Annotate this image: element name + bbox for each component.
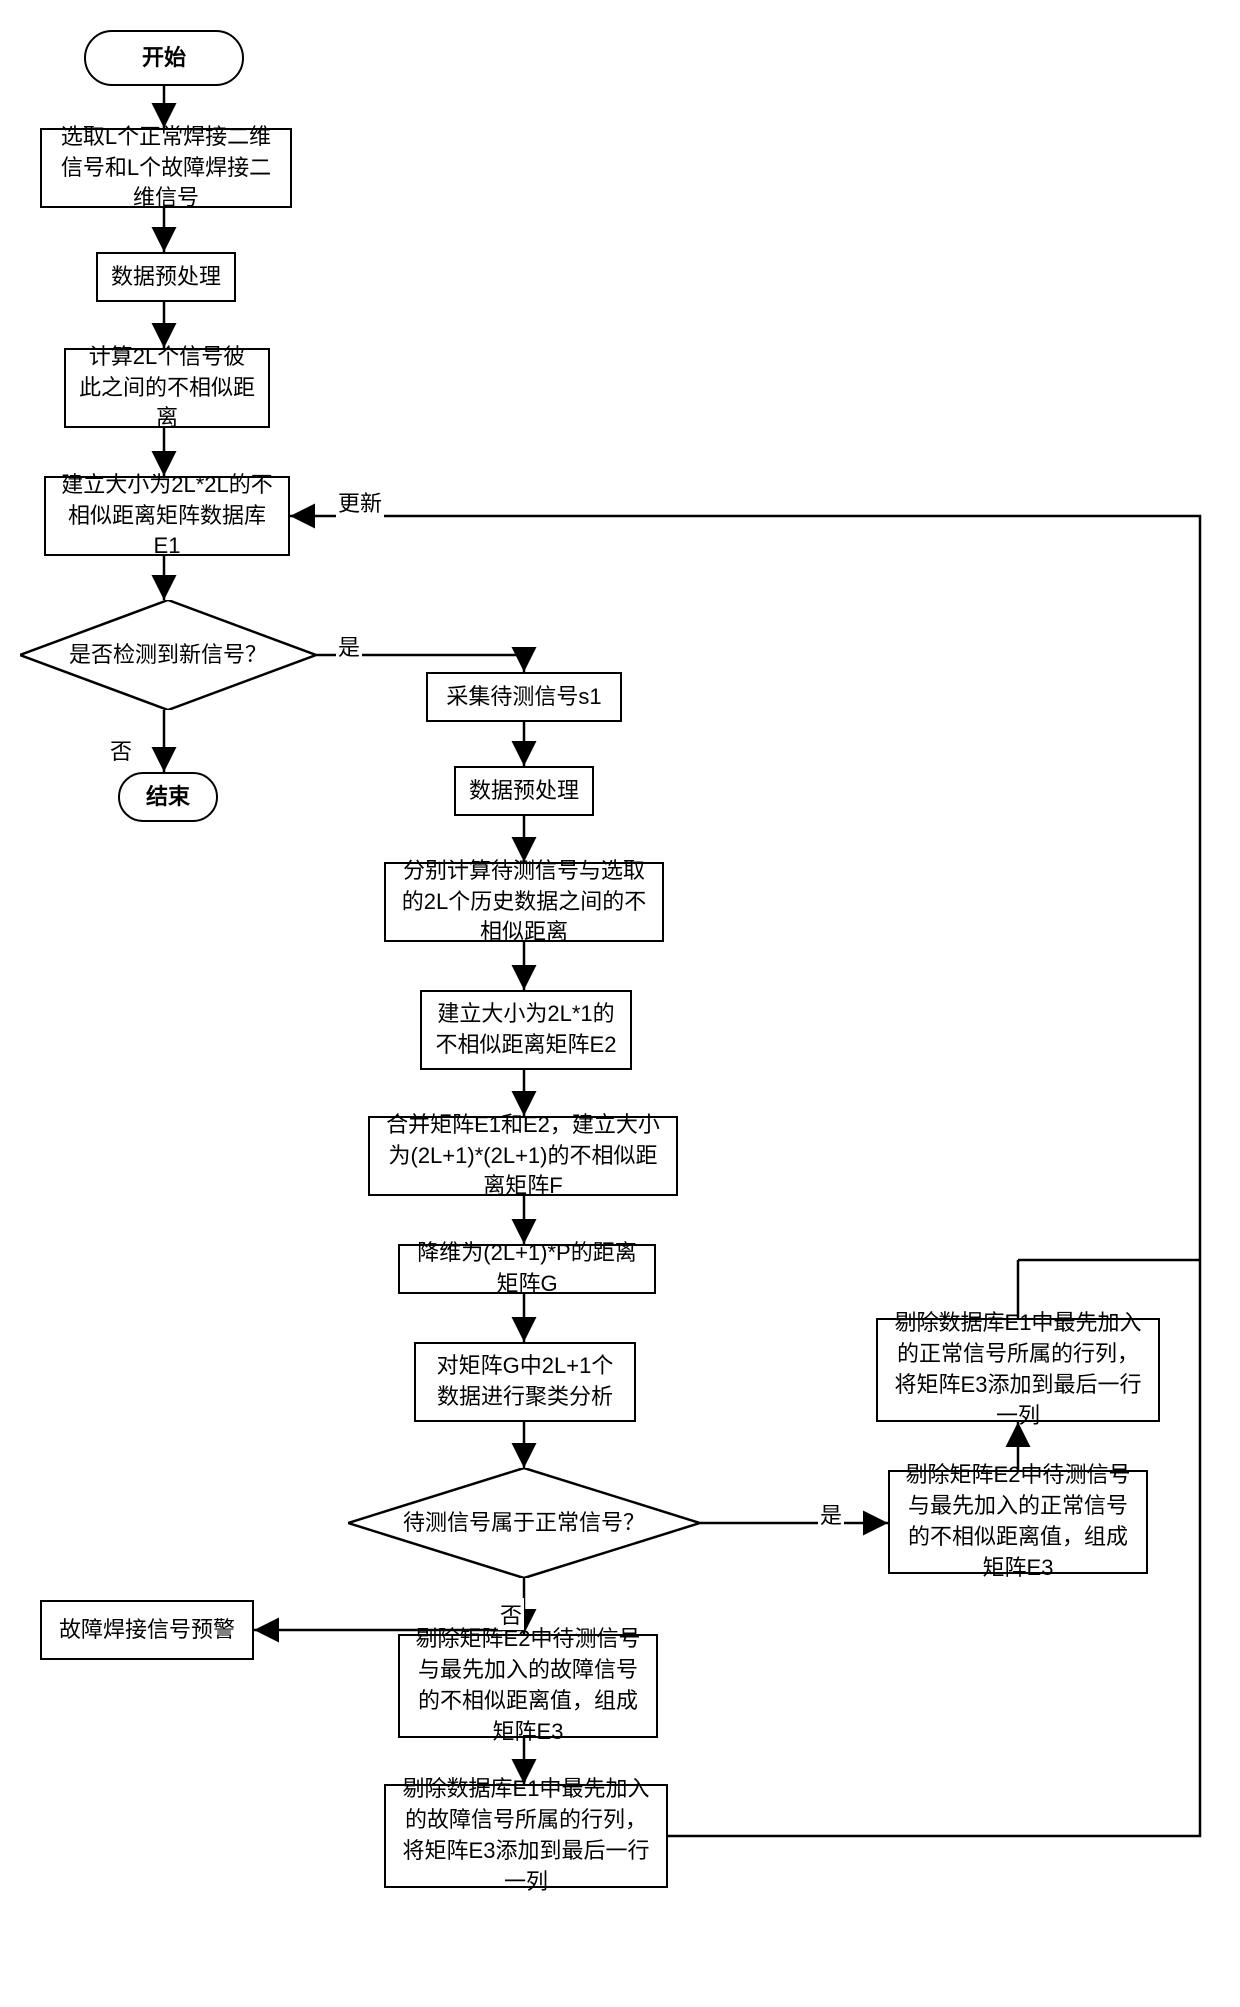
n10-label: 降维为(2L+1)*P的距离矩阵G [412,1238,642,1300]
process-build-e1: 建立大小为2L*2L的不相似距离矩阵数据库E1 [44,476,290,556]
process-preprocess-1: 数据预处理 [96,252,236,302]
n5-label: 采集待测信号s1 [446,682,601,713]
process-remove-normal-e3: 剔除矩阵E2中待测信号与最先加入的正常信号的不相似距离值，组成矩阵E3 [888,1470,1148,1574]
n6-label: 数据预处理 [469,776,579,807]
n8-label: 建立大小为2L*1的不相似距离矩阵E2 [434,999,618,1061]
edge-label-d2-yes: 是 [818,1498,844,1530]
process-update-e1-normal: 剔除数据库E1中最先加入的正常信号所属的行列，将矩阵E3添加到最后一行一列 [876,1318,1160,1422]
n12-label: 剔除矩阵E2中待测信号与最先加入的故障信号的不相似距离值，组成矩阵E3 [412,1624,644,1747]
process-update-e1-fault: 剔除数据库E1中最先加入的故障信号所属的行列，将矩阵E3添加到最后一行一列 [384,1784,668,1888]
edge-label-d1-yes: 是 [336,630,362,662]
alarm-label: 故障焊接信号预警 [59,1615,235,1646]
process-cluster: 对矩阵G中2L+1个数据进行聚类分析 [414,1342,636,1422]
process-remove-fault-e3: 剔除矩阵E2中待测信号与最先加入的故障信号的不相似距离值，组成矩阵E3 [398,1634,658,1738]
n4-label: 建立大小为2L*2L的不相似距离矩阵数据库E1 [58,470,276,562]
process-fault-alarm: 故障焊接信号预警 [40,1600,254,1660]
process-select-signals: 选取L个正常焊接二维信号和L个故障焊接二维信号 [40,128,292,208]
n7-label: 分别计算待测信号与选取的2L个历史数据之间的不相似距离 [398,856,650,948]
terminator-end: 结束 [118,772,218,822]
n15-label: 剔除数据库E1中最先加入的正常信号所属的行列，将矩阵E3添加到最后一行一列 [890,1308,1146,1431]
process-collect-s1: 采集待测信号s1 [426,672,622,722]
d1-yes-text: 是 [338,635,360,660]
terminator-start: 开始 [84,30,244,86]
edge-label-update: 更新 [336,486,384,518]
edge-label-d2-no: 否 [498,1598,524,1630]
decision-new-signal: 是否检测到新信号？ [20,600,316,710]
end-label: 结束 [146,782,190,813]
edge-label-d1-no: 否 [108,734,134,766]
process-calc-2l-dist: 计算2L个信号彼此之间的不相似距离 [64,348,270,428]
n1-label: 选取L个正常焊接二维信号和L个故障焊接二维信号 [54,122,278,214]
start-label: 开始 [142,43,186,74]
n3-label: 计算2L个信号彼此之间的不相似距离 [78,342,256,434]
process-merge-f: 合并矩阵E1和E2，建立大小为(2L+1)*(2L+1)的不相似距离矩阵F [368,1116,678,1196]
process-build-e2: 建立大小为2L*1的不相似距离矩阵E2 [420,990,632,1070]
d2-yes-text: 是 [820,1503,842,1528]
n14-label: 剔除矩阵E2中待测信号与最先加入的正常信号的不相似距离值，组成矩阵E3 [902,1460,1134,1583]
n2-label: 数据预处理 [111,262,221,293]
update-text: 更新 [338,491,382,516]
d2-no-text: 否 [500,1603,522,1628]
n11-label: 对矩阵G中2L+1个数据进行聚类分析 [428,1351,622,1413]
decision-normal: 待测信号属于正常信号？ [348,1468,700,1578]
d1-label: 是否检测到新信号？ [69,641,267,670]
d1-no-text: 否 [110,739,132,764]
n9-label: 合并矩阵E1和E2，建立大小为(2L+1)*(2L+1)的不相似距离矩阵F [382,1110,664,1202]
process-preprocess-2: 数据预处理 [454,766,594,816]
n13-label: 剔除数据库E1中最先加入的故障信号所属的行列，将矩阵E3添加到最后一行一列 [398,1774,654,1897]
process-reduce-g: 降维为(2L+1)*P的距离矩阵G [398,1244,656,1294]
process-calc-test-dist: 分别计算待测信号与选取的2L个历史数据之间的不相似距离 [384,862,664,942]
d2-label: 待测信号属于正常信号？ [403,1509,645,1538]
